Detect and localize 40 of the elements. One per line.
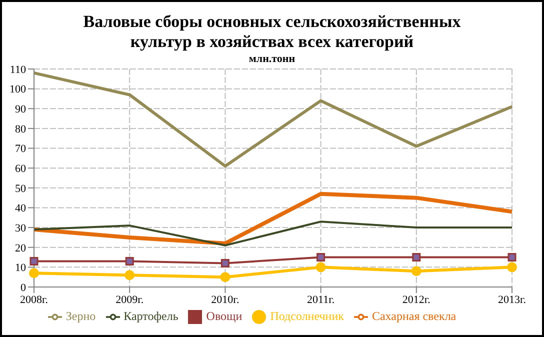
x-tick-label: 2009г. <box>116 294 144 306</box>
line-series <box>32 192 514 246</box>
y-tick-label: 110 <box>10 64 26 76</box>
point <box>411 266 422 276</box>
legend-label: Картофель <box>124 309 178 323</box>
point <box>508 253 516 262</box>
legend-label: Зерно <box>66 309 96 323</box>
y-tick-label: 70 <box>15 143 26 156</box>
y-tick-label: 60 <box>15 162 26 175</box>
point <box>507 262 517 272</box>
point <box>316 262 326 272</box>
y-tick-label: 100 <box>10 84 26 96</box>
legend-label: Овощи <box>206 309 242 323</box>
legend-label: Сахарная свекла <box>372 309 456 323</box>
y-tick-label: 50 <box>15 182 26 195</box>
line-series <box>33 220 513 246</box>
y-tick-label: 10 <box>15 262 26 274</box>
chart-title: Валовые сборы основных сельскохозяйственных культур в хозяйствах всех категорий <box>82 12 462 52</box>
x-tick-label: 2010г. <box>211 294 240 306</box>
point <box>29 268 39 278</box>
point <box>124 270 135 280</box>
point <box>316 253 326 262</box>
line-series <box>32 71 514 168</box>
y-tick-label: 0 <box>20 282 26 294</box>
legend-label: Подсолнечник <box>270 309 344 323</box>
y-tick-label: 40 <box>15 202 26 215</box>
y-tick-label: 20 <box>15 242 26 254</box>
chart-subtitle: млн.тонн <box>248 53 296 65</box>
x-tick-label: 2011г. <box>306 294 335 306</box>
x-tick-label: 2008г. <box>20 294 48 306</box>
y-tick-label: 90 <box>15 104 26 116</box>
x-tick-label: 2013г. <box>498 294 526 306</box>
point <box>412 253 421 262</box>
point <box>220 272 230 282</box>
x-tick-label: 2012г. <box>402 294 431 306</box>
point <box>125 256 134 266</box>
point <box>30 256 38 266</box>
y-tick-label: 80 <box>15 123 26 136</box>
y-tick-label: 30 <box>15 222 26 234</box>
point <box>220 258 230 268</box>
